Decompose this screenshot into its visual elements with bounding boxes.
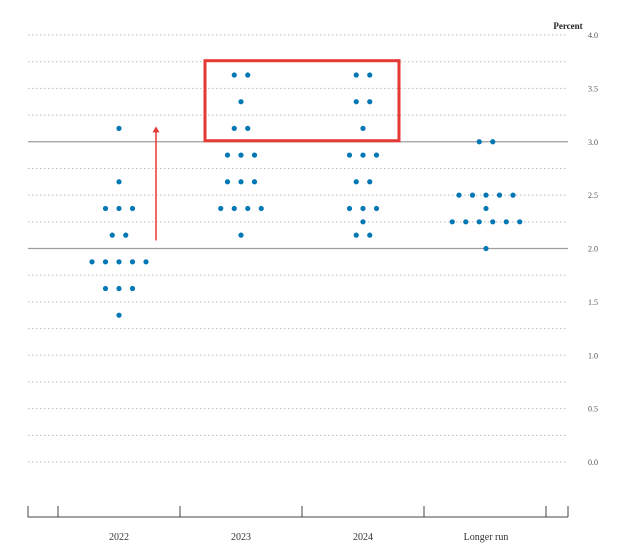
y-tick-labels: 0.0 0.5 1.0 1.5 2.0 2.5 3.0 3.5 4.0 [588, 31, 598, 467]
data-dot [373, 152, 380, 158]
x-category-label: 2023 [231, 532, 251, 543]
y-tick-label: 0.0 [588, 458, 598, 467]
data-dot [496, 192, 503, 198]
data-dot [367, 232, 373, 238]
data-dot [245, 205, 251, 212]
data-dot [373, 205, 380, 212]
y-tick-label: 3.5 [588, 84, 598, 93]
data-dot [353, 179, 359, 185]
data-dot [116, 205, 122, 212]
y-tick-label: 0.5 [588, 405, 598, 414]
y-axis-title: Percent [553, 21, 582, 31]
data-dot [490, 219, 496, 225]
data-dot [476, 139, 482, 145]
data-dot [258, 205, 264, 212]
data-dot [360, 219, 366, 225]
y-tick-label: 4.0 [588, 31, 598, 40]
data-dot [469, 192, 476, 198]
data-dot [231, 205, 237, 212]
data-dot [123, 232, 129, 238]
data-dot [116, 285, 122, 292]
data-dot [231, 125, 237, 132]
data-dot [483, 245, 489, 252]
data-dot [102, 285, 109, 292]
data-dot [238, 99, 244, 105]
y-tick-label: 2.0 [588, 245, 598, 254]
data-dot [129, 259, 136, 265]
data-dot [129, 285, 136, 292]
data-dot [116, 312, 122, 318]
data-dot [476, 219, 482, 225]
y-tick-label: 2.5 [588, 191, 598, 200]
highlight-box [203, 59, 401, 143]
data-dot [510, 192, 516, 198]
data-dot [449, 219, 455, 225]
data-dot [116, 125, 122, 132]
data-dot [245, 125, 251, 132]
data-dot [456, 192, 462, 198]
data-dot [251, 152, 258, 158]
data-dot [367, 72, 373, 78]
x-category-label: 2024 [353, 532, 373, 543]
y-tick-label: 1.5 [588, 298, 598, 307]
data-dot [463, 219, 469, 225]
x-axis: 2022 2023 2024 Longer run [27, 506, 569, 543]
data-dot [143, 259, 149, 265]
data-dot [483, 205, 489, 212]
x-category-label: Longer run [464, 532, 509, 543]
data-dot [503, 219, 509, 225]
data-dot [224, 152, 231, 158]
data-dot [245, 72, 251, 78]
data-dot [109, 232, 115, 238]
data-dot [238, 152, 244, 158]
data-dot [89, 259, 95, 265]
data-dot [238, 232, 244, 238]
data-dot [483, 192, 489, 198]
data-dot [353, 72, 359, 78]
data-dot [367, 179, 373, 185]
data-dot [231, 72, 237, 78]
data-dot [360, 205, 366, 212]
x-category-label: 2022 [109, 532, 129, 543]
data-dot [224, 179, 231, 185]
y-tick-label: 1.0 [588, 351, 598, 360]
data-dot [129, 205, 136, 212]
data-dot [251, 179, 258, 185]
data-dot [360, 125, 366, 132]
arrow-head [152, 126, 160, 133]
data-dot [346, 152, 353, 158]
data-dot [353, 232, 359, 238]
data-dot [238, 179, 244, 185]
data-dot [360, 152, 366, 158]
data-dot [517, 219, 523, 225]
data-dot [102, 259, 109, 265]
data-dot [353, 99, 359, 105]
data-dot [490, 139, 496, 145]
dots [89, 72, 523, 318]
data-dot [116, 179, 122, 185]
data-dot [218, 205, 224, 212]
annotations [152, 59, 401, 241]
data-dot [346, 205, 353, 212]
data-dot [102, 205, 109, 212]
data-dot [367, 99, 373, 105]
y-tick-label: 3.0 [588, 138, 598, 147]
data-dot [116, 259, 122, 265]
